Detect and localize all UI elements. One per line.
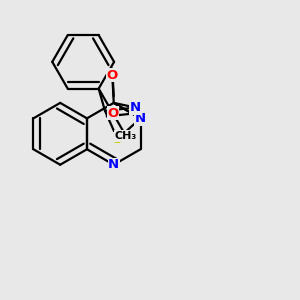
Text: O: O	[107, 107, 118, 120]
Text: O: O	[106, 69, 118, 82]
Text: N: N	[135, 112, 146, 125]
Text: S: S	[113, 133, 122, 146]
Text: N: N	[108, 158, 119, 171]
Text: N: N	[130, 101, 141, 114]
Text: CH₃: CH₃	[115, 131, 137, 141]
